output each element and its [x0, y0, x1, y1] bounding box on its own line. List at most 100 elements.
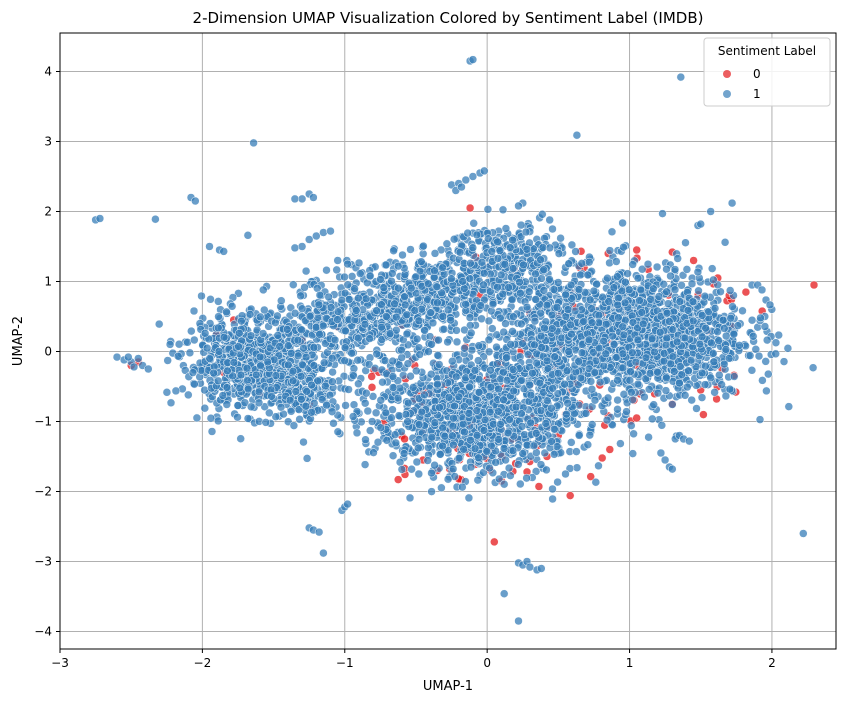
data-point: [381, 408, 391, 418]
data-point: [585, 430, 595, 440]
data-point: [747, 315, 757, 325]
data-point: [622, 407, 631, 416]
data-point: [486, 365, 495, 375]
data-point: [298, 360, 307, 370]
data-point: [299, 437, 308, 447]
data-point: [214, 297, 223, 306]
data-point: [625, 376, 635, 385]
data-point: [687, 279, 697, 289]
data-point: [498, 289, 508, 299]
data-point: [721, 345, 731, 354]
data-point: [365, 271, 375, 281]
data-point: [697, 332, 707, 342]
data-point: [458, 419, 468, 429]
data-point: [616, 439, 625, 448]
data-point: [726, 313, 735, 323]
data-point: [762, 335, 772, 345]
data-point: [662, 333, 672, 343]
data-point: [701, 323, 710, 333]
data-point: [547, 404, 556, 413]
data-point: [522, 473, 531, 483]
data-point: [619, 330, 629, 340]
data-point: [662, 373, 671, 383]
data-point: [487, 247, 497, 256]
data-point: [289, 421, 299, 430]
data-point: [633, 335, 643, 345]
data-point: [504, 463, 514, 473]
data-point: [619, 242, 628, 252]
data-point: [508, 264, 518, 273]
data-point: [376, 423, 386, 432]
data-point: [458, 482, 467, 492]
data-point: [402, 329, 412, 339]
data-point: [209, 368, 218, 378]
data-point: [459, 445, 468, 454]
data-point: [531, 429, 541, 438]
data-point: [200, 403, 210, 413]
data-point: [382, 312, 391, 321]
data-point: [454, 453, 464, 463]
data-point: [414, 420, 424, 429]
data-point: [373, 437, 383, 447]
data-point: [354, 258, 364, 268]
data-point: [603, 393, 613, 403]
data-point: [377, 322, 386, 332]
data-point: [707, 264, 717, 273]
data-point: [618, 363, 628, 373]
data-point: [448, 464, 458, 474]
data-point: [466, 462, 476, 472]
data-point: [548, 484, 557, 494]
data-point: [229, 358, 239, 367]
data-point: [381, 260, 391, 270]
data-point: [235, 328, 244, 338]
data-point: [360, 460, 370, 469]
data-point: [293, 335, 303, 345]
data-point: [326, 303, 336, 312]
data-point: [672, 337, 682, 347]
data-point: [784, 402, 794, 411]
data-point: [243, 376, 252, 385]
data-point: [479, 269, 489, 278]
data-point: [301, 266, 311, 276]
data-point: [388, 451, 398, 460]
data-point: [324, 292, 333, 302]
data-point: [427, 432, 437, 442]
data-point: [738, 306, 747, 316]
data-point: [474, 356, 483, 365]
data-point: [466, 259, 475, 268]
data-point: [423, 456, 432, 465]
data-point: [444, 393, 454, 402]
data-point: [562, 409, 571, 419]
data-point: [550, 424, 559, 434]
data-point: [348, 412, 358, 421]
data-point: [276, 402, 286, 412]
data-point: [341, 401, 350, 410]
data-point: [363, 406, 373, 416]
data-point: [476, 301, 485, 310]
data-point: [228, 371, 237, 381]
data-point: [414, 443, 423, 453]
data-point: [499, 479, 509, 489]
data-point: [502, 376, 512, 385]
data-point: [340, 356, 349, 365]
data-point: [184, 390, 193, 400]
data-point: [707, 338, 716, 348]
data-point: [376, 395, 386, 405]
data-point: [473, 475, 483, 485]
data-point: [454, 392, 464, 402]
data-point: [492, 342, 501, 352]
data-point: [721, 331, 731, 341]
data-point: [288, 376, 298, 386]
data-point: [629, 429, 638, 439]
data-point: [808, 363, 818, 372]
data-point: [665, 317, 674, 326]
data-point: [258, 329, 268, 338]
data-point: [595, 377, 605, 387]
data-point: [755, 415, 765, 424]
data-point: [517, 376, 526, 385]
data-point: [517, 422, 527, 431]
data-point: [516, 220, 526, 230]
data-point: [377, 300, 386, 309]
data-point: [585, 295, 595, 305]
data-point: [464, 493, 474, 503]
